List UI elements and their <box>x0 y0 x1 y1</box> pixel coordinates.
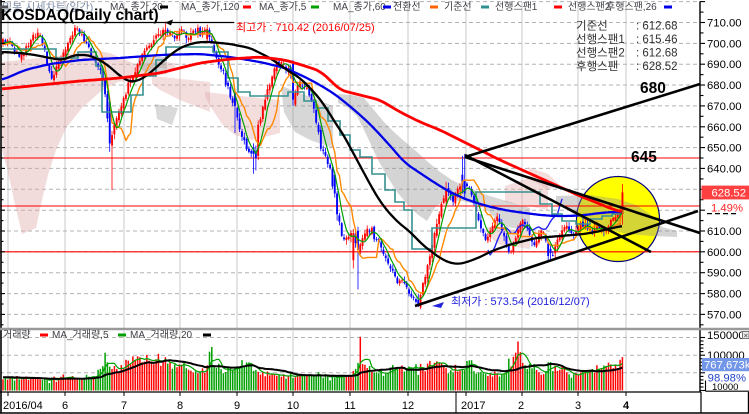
svg-text:590.00: 590.00 <box>707 268 742 280</box>
svg-text:2017: 2017 <box>461 400 485 412</box>
svg-text:98.98%: 98.98% <box>708 373 746 385</box>
svg-text:: 628.52: : 628.52 <box>636 61 678 73</box>
svg-text:690.00: 690.00 <box>707 59 742 71</box>
svg-text:10000: 10000 <box>712 382 738 393</box>
svg-text:645: 645 <box>631 149 657 166</box>
svg-text:후행스팬,26: 후행스팬,26 <box>606 1 657 13</box>
svg-text:9: 9 <box>234 400 240 412</box>
svg-text:670.00: 670.00 <box>707 101 742 113</box>
svg-text:기준선: 기준선 <box>444 1 472 13</box>
svg-text:700.00: 700.00 <box>707 38 742 50</box>
svg-text:640.00: 640.00 <box>707 163 742 175</box>
svg-text:580.00: 580.00 <box>707 289 742 301</box>
svg-text:570.00: 570.00 <box>707 309 742 321</box>
svg-text:MA_종가,5: MA_종가,5 <box>259 1 307 13</box>
svg-text:기준선: 기준선 <box>576 20 608 33</box>
svg-text:MA_거래량,5: MA_거래량,5 <box>52 329 109 341</box>
svg-text:600.00: 600.00 <box>707 247 742 259</box>
svg-text:최고가 : 710.42 (2016/07/25): 최고가 : 710.42 (2016/07/25) <box>236 21 375 34</box>
svg-text:680.00: 680.00 <box>707 80 742 92</box>
svg-text:일봉 시세차트(일간): 일봉 시세차트(일간) <box>2 0 93 14</box>
svg-text:MA_거래량,20: MA_거래량,20 <box>130 329 193 341</box>
svg-text:: 612.68: : 612.68 <box>636 21 678 33</box>
svg-text:최저가 : 573.54 (2016/12/07): 최저가 : 573.54 (2016/12/07) <box>451 295 590 308</box>
svg-text:11: 11 <box>344 400 355 412</box>
svg-text:MA_종가,120: MA_종가,120 <box>181 1 240 13</box>
svg-text:선행스팬2: 선행스팬2 <box>568 1 611 13</box>
svg-text:628.52: 628.52 <box>711 188 746 200</box>
svg-text:선행스팬1: 선행스팬1 <box>495 1 538 13</box>
svg-text:전환선: 전환선 <box>393 1 421 13</box>
svg-text:MA_종가,20: MA_종가,20 <box>110 1 163 13</box>
svg-text:6: 6 <box>62 400 68 412</box>
svg-text:선행스팬1: 선행스팬1 <box>576 33 625 46</box>
svg-text:150000: 150000 <box>707 330 745 342</box>
svg-text:3: 3 <box>575 400 581 412</box>
svg-text:KOSDAQ(Daily chart): KOSDAQ(Daily chart) <box>1 7 159 24</box>
svg-text:거래량: 거래량 <box>3 329 31 341</box>
svg-text:12: 12 <box>402 400 414 412</box>
svg-text:10: 10 <box>287 400 299 412</box>
svg-text:680: 680 <box>640 80 666 97</box>
svg-text:: 612.68: : 612.68 <box>636 48 678 60</box>
svg-text:: 615.46: : 615.46 <box>636 34 678 46</box>
svg-text:7: 7 <box>121 400 127 412</box>
svg-text:선행스팬2: 선행스팬2 <box>576 47 625 60</box>
svg-text:1.49%: 1.49% <box>711 203 743 215</box>
svg-text:767,673k: 767,673k <box>704 360 749 372</box>
svg-text:610.00: 610.00 <box>707 226 742 238</box>
svg-text:2016/04: 2016/04 <box>3 400 43 412</box>
svg-text:660.00: 660.00 <box>707 122 742 134</box>
svg-text:710.00: 710.00 <box>707 18 742 30</box>
svg-text:650.00: 650.00 <box>707 143 742 155</box>
svg-text:4: 4 <box>623 400 630 412</box>
svg-text:×: × <box>744 331 748 340</box>
svg-text:8: 8 <box>177 400 183 412</box>
svg-text:MA_종가,60: MA_종가,60 <box>333 1 386 13</box>
svg-text:2: 2 <box>518 400 524 412</box>
svg-text:후행스팬: 후행스팬 <box>576 60 618 73</box>
